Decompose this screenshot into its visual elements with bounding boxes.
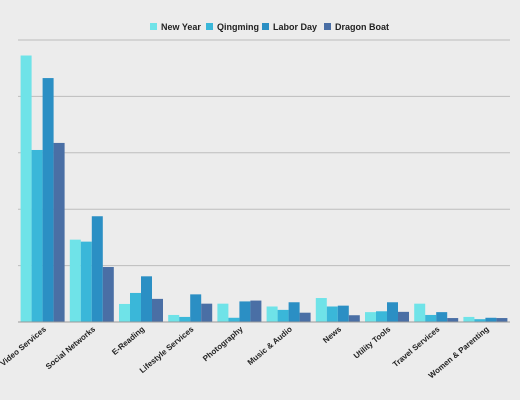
legend: New Year Qingming Labor Day Dragon Boat bbox=[150, 22, 389, 32]
bar-2-0 bbox=[119, 303, 130, 322]
bar-2-3 bbox=[152, 298, 163, 322]
bar-8-3 bbox=[447, 318, 459, 322]
x-tick-label-2: E-Reading bbox=[110, 325, 146, 357]
grid bbox=[18, 39, 510, 267]
bar-7-2 bbox=[387, 302, 398, 322]
bar-3-1 bbox=[179, 316, 191, 322]
bar-6-3 bbox=[348, 315, 360, 322]
x-tick-label-5: Music & Audio bbox=[246, 325, 294, 367]
bar-5-3 bbox=[299, 312, 311, 322]
bar-8-1 bbox=[425, 314, 437, 322]
bar-7-3 bbox=[398, 311, 409, 322]
bar-0-2 bbox=[42, 78, 54, 322]
x-tick-label-6: News bbox=[321, 324, 343, 345]
bar-0-1 bbox=[31, 149, 43, 322]
bar-9-1 bbox=[474, 319, 486, 322]
bar-4-0 bbox=[217, 303, 229, 322]
x-tick-label-7: Utility Tools bbox=[352, 324, 393, 360]
bar-9-0 bbox=[463, 316, 475, 322]
bar-1-1 bbox=[80, 241, 92, 322]
bar-5-2 bbox=[288, 302, 300, 322]
x-tick-label-1: Social Networks bbox=[44, 324, 98, 371]
bar-3-0 bbox=[168, 314, 180, 322]
bar-9-3 bbox=[496, 318, 508, 322]
bars bbox=[20, 55, 508, 322]
x-tick-label-4: Photography bbox=[201, 324, 245, 363]
legend-label-0: New Year bbox=[161, 22, 201, 32]
bar-6-2 bbox=[337, 305, 349, 322]
bar-4-2 bbox=[239, 301, 251, 322]
bar-2-1 bbox=[130, 292, 141, 322]
bar-8-0 bbox=[414, 303, 426, 322]
bar-1-2 bbox=[91, 216, 103, 322]
bar-4-1 bbox=[228, 317, 240, 322]
x-tick-label-8: Travel Services bbox=[391, 324, 442, 369]
legend-label-2: Labor Day bbox=[273, 22, 317, 32]
bar-7-0 bbox=[365, 312, 376, 322]
legend-swatch-2 bbox=[262, 23, 269, 30]
bar-1-0 bbox=[69, 239, 81, 322]
bar-0-3 bbox=[53, 142, 65, 322]
bar-6-0 bbox=[315, 298, 327, 322]
bar-2-2 bbox=[141, 276, 152, 322]
legend-label-3: Dragon Boat bbox=[335, 22, 389, 32]
bar-4-3 bbox=[250, 300, 262, 322]
legend-swatch-3 bbox=[324, 23, 331, 30]
bar-3-3 bbox=[201, 303, 213, 322]
x-tick-label-3: Lifestyle Services bbox=[138, 324, 196, 375]
legend-swatch-0 bbox=[150, 23, 157, 30]
x-tick-label-0: Video Services bbox=[0, 324, 48, 368]
bar-9-2 bbox=[485, 317, 497, 322]
bar-5-1 bbox=[277, 309, 289, 322]
bar-1-3 bbox=[102, 267, 114, 322]
bar-5-0 bbox=[266, 306, 278, 322]
legend-swatch-1 bbox=[206, 23, 213, 30]
legend-label-1: Qingming bbox=[217, 22, 259, 32]
bar-3-2 bbox=[190, 294, 202, 322]
bar-7-1 bbox=[376, 311, 387, 322]
bar-6-1 bbox=[326, 306, 338, 322]
bar-8-2 bbox=[436, 312, 448, 322]
bar-0-0 bbox=[20, 55, 32, 322]
